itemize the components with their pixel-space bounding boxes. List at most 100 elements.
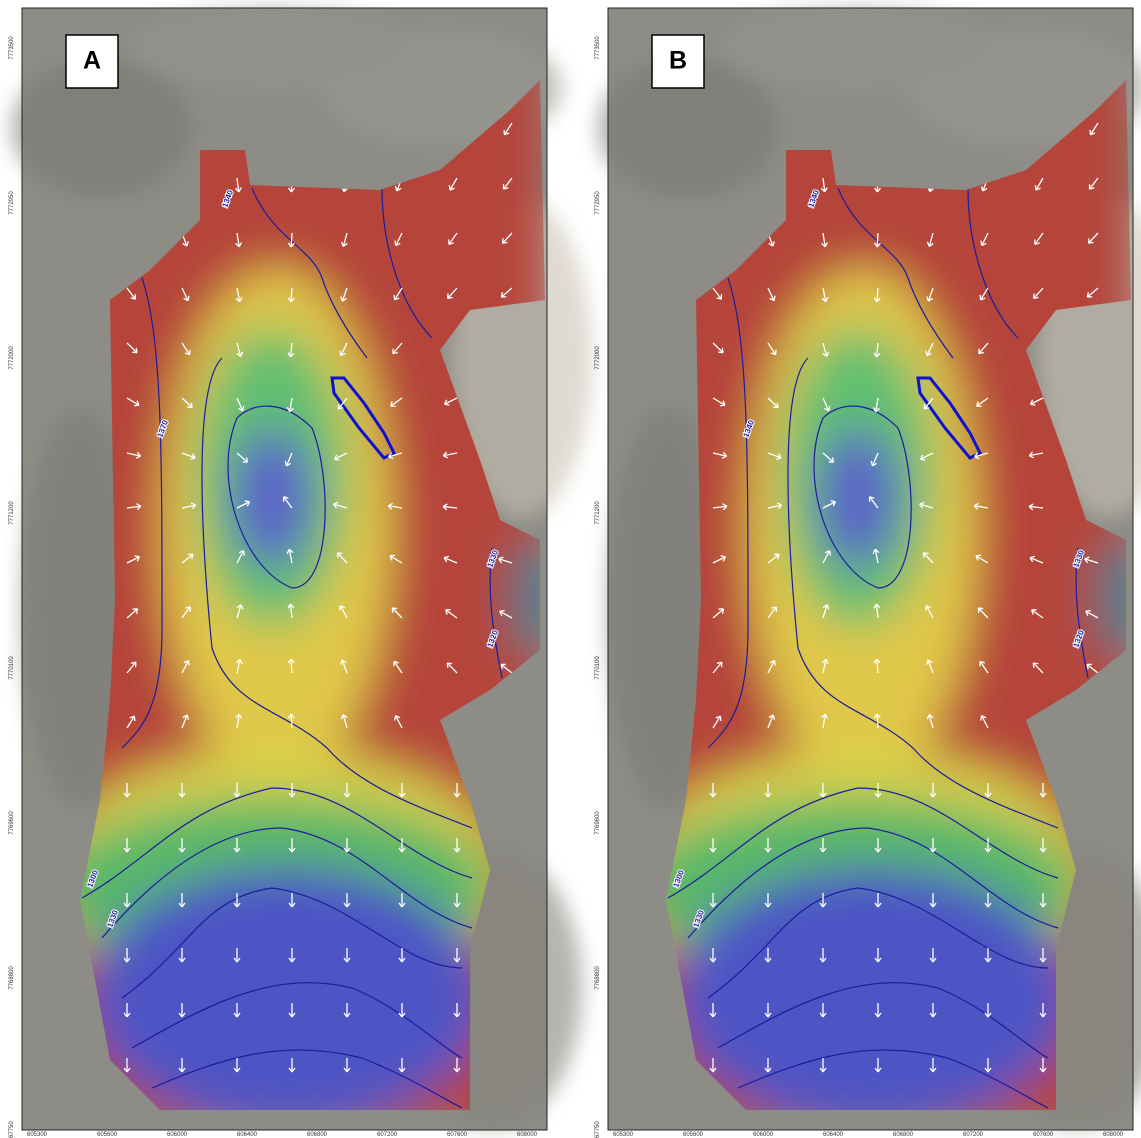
- flow-arrow: [1086, 287, 1099, 298]
- flow-arrow: [390, 397, 403, 407]
- flow-arrow: [712, 555, 727, 564]
- x-axis-label: 608000: [517, 1132, 538, 1138]
- contour-line: [227, 405, 326, 589]
- flow-arrow: [926, 659, 934, 674]
- flow-arrow: [503, 122, 513, 136]
- flow-arrow: [919, 501, 934, 509]
- y-axis-label: 7769600: [595, 811, 601, 835]
- flow-arrow: [976, 397, 989, 407]
- flow-arrow: [979, 660, 989, 674]
- terrain-patch: [12, 58, 192, 198]
- flow-arrow: [126, 555, 141, 564]
- flow-arrow: [178, 948, 186, 963]
- flow-arrow: [767, 659, 776, 674]
- head-surface: [666, 80, 1131, 1110]
- flow-arrow: [973, 502, 989, 510]
- depression-zone: [673, 868, 1073, 1110]
- flow-arrow: [287, 342, 295, 358]
- flow-arrow: [767, 714, 776, 729]
- x-axis-label: 606400: [823, 1132, 844, 1138]
- x-axis-label: 607600: [1033, 1132, 1054, 1138]
- flow-arrow: [872, 548, 880, 564]
- flow-arrow: [282, 496, 293, 509]
- flow-arrow: [1084, 556, 1099, 564]
- flow-arrow: [821, 232, 829, 248]
- flow-arrow: [126, 661, 137, 674]
- flow-arrow: [1089, 122, 1099, 136]
- flow-arrow: [392, 342, 403, 355]
- flow-arrow: [448, 232, 458, 246]
- flow-arrow: [1086, 663, 1099, 674]
- flow-arrow: [925, 342, 934, 357]
- flow-arrow: [709, 783, 717, 798]
- contour-line: [837, 187, 954, 359]
- x-axis-label: 608000: [1103, 1132, 1124, 1138]
- panel-label-box: [651, 34, 705, 89]
- flow-arrow: [393, 287, 403, 301]
- flow-arrow: [288, 948, 296, 963]
- flow-arrow: [984, 1003, 992, 1018]
- flow-arrow: [233, 893, 241, 908]
- flow-arrow: [821, 658, 829, 674]
- flow-arrow: [343, 948, 351, 963]
- x-axis-label: 605300: [27, 1132, 48, 1138]
- flow-arrow: [709, 1003, 717, 1018]
- flow-arrow: [394, 714, 403, 729]
- flow-arrow: [819, 1058, 827, 1073]
- flow-arrow: [126, 451, 142, 459]
- flow-arrow: [340, 287, 348, 302]
- flow-arrow: [984, 783, 992, 798]
- flow-arrow: [498, 556, 513, 564]
- flow-arrow: [235, 287, 243, 303]
- flow-arrow: [819, 783, 827, 798]
- x-axis-label: 605600: [683, 1132, 704, 1138]
- contour-line: [737, 1049, 1049, 1109]
- y-axis-label: 7771200: [9, 501, 15, 525]
- east-zone: [1098, 548, 1131, 648]
- flow-arrow: [822, 604, 830, 619]
- flow-arrow: [123, 893, 131, 908]
- flow-arrow: [126, 397, 140, 407]
- flow-arrow: [500, 287, 513, 298]
- contour-line: [787, 357, 1059, 829]
- flow-arrow: [287, 658, 295, 674]
- flow-arrow: [924, 605, 934, 619]
- contour-line: [101, 827, 473, 939]
- y-axis-label: 7772000: [9, 346, 15, 370]
- flow-arrow: [820, 177, 828, 193]
- flow-arrow: [926, 287, 934, 302]
- flow-arrow: [288, 783, 296, 798]
- flow-arrow: [500, 663, 513, 674]
- flow-arrow: [445, 609, 458, 619]
- flow-arrow: [821, 287, 829, 303]
- flow-arrow: [767, 606, 777, 619]
- flow-arrow: [709, 1058, 717, 1073]
- flow-arrow: [126, 503, 142, 511]
- flow-arrow: [874, 948, 882, 963]
- flow-arrow: [1031, 609, 1044, 619]
- flow-arrow: [926, 232, 934, 248]
- flow-arrow: [1039, 1058, 1047, 1073]
- flow-arrow: [767, 397, 779, 409]
- flow-arrow: [123, 1058, 131, 1073]
- flow-arrow: [874, 783, 882, 798]
- flow-arrow: [389, 554, 403, 564]
- flow-arrow: [233, 948, 241, 963]
- flow-arrow: [394, 232, 403, 247]
- panel-label: B: [669, 47, 687, 75]
- flow-arrow: [767, 452, 782, 460]
- flow-arrow: [343, 893, 351, 908]
- flow-arrow: [387, 502, 403, 510]
- flow-arrow: [123, 838, 131, 853]
- flow-arrow: [709, 948, 717, 963]
- flow-arrow: [233, 838, 241, 853]
- contour-line: [121, 277, 163, 749]
- flow-arrow: [287, 287, 295, 303]
- flow-arrow: [288, 838, 296, 853]
- x-axis-label: 607600: [447, 1132, 468, 1138]
- flow-arrow: [288, 1058, 296, 1073]
- flow-arrow: [767, 287, 776, 302]
- y-axis-label: 7768800: [9, 966, 15, 990]
- contour-line: [707, 277, 749, 749]
- flow-arrow: [337, 397, 348, 410]
